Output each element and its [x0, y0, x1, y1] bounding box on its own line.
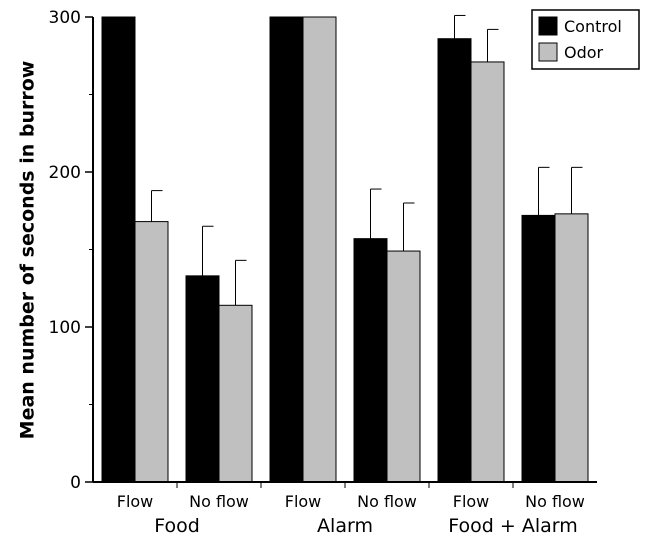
error-bars-group: [151, 14, 583, 306]
legend-label-control: Control: [564, 17, 622, 36]
y-tick-label: 0: [70, 473, 81, 493]
bar-odor: [218, 304, 253, 483]
bar-control: [101, 16, 136, 483]
x-category-label: Flow: [453, 492, 490, 511]
axes: [92, 17, 597, 483]
x-group-label: Alarm: [317, 515, 373, 537]
bar-odor: [134, 221, 169, 483]
x-category-label: No flow: [357, 492, 417, 511]
legend-label-odor: Odor: [564, 43, 604, 62]
y-tick-label: 100: [49, 318, 81, 338]
x-category-label: No flow: [189, 492, 249, 511]
bar-control: [521, 214, 556, 483]
bar-odor: [470, 61, 505, 483]
x-category-label: No flow: [525, 492, 585, 511]
x-category-label: Flow: [285, 492, 322, 511]
x-group-label: Food + Alarm: [448, 515, 577, 537]
legend: Control Odor: [531, 9, 640, 70]
bar-odor: [302, 16, 337, 483]
bar-control: [185, 275, 220, 483]
bars-group: [101, 16, 589, 483]
x-category-label: Flow: [117, 492, 154, 511]
y-tick-label: 200: [49, 163, 81, 183]
x-group-labels: Food Alarm Food + Alarm: [154, 515, 578, 537]
legend-swatch-odor: [538, 42, 558, 62]
legend-swatch-control: [538, 16, 558, 36]
x-category-labels: Flow No flow Flow No flow Flow No flow: [117, 482, 585, 511]
x-group-label: Food: [154, 515, 200, 537]
bar-odor: [386, 250, 421, 483]
bar-control: [353, 238, 388, 483]
bar-control: [269, 16, 304, 483]
bar-odor: [554, 213, 589, 483]
y-ticks: 0 100 200 300: [49, 8, 93, 493]
y-axis-label: Mean number of seconds in burrow: [17, 61, 39, 440]
y-tick-label: 300: [49, 8, 81, 28]
bar-control: [437, 38, 472, 483]
